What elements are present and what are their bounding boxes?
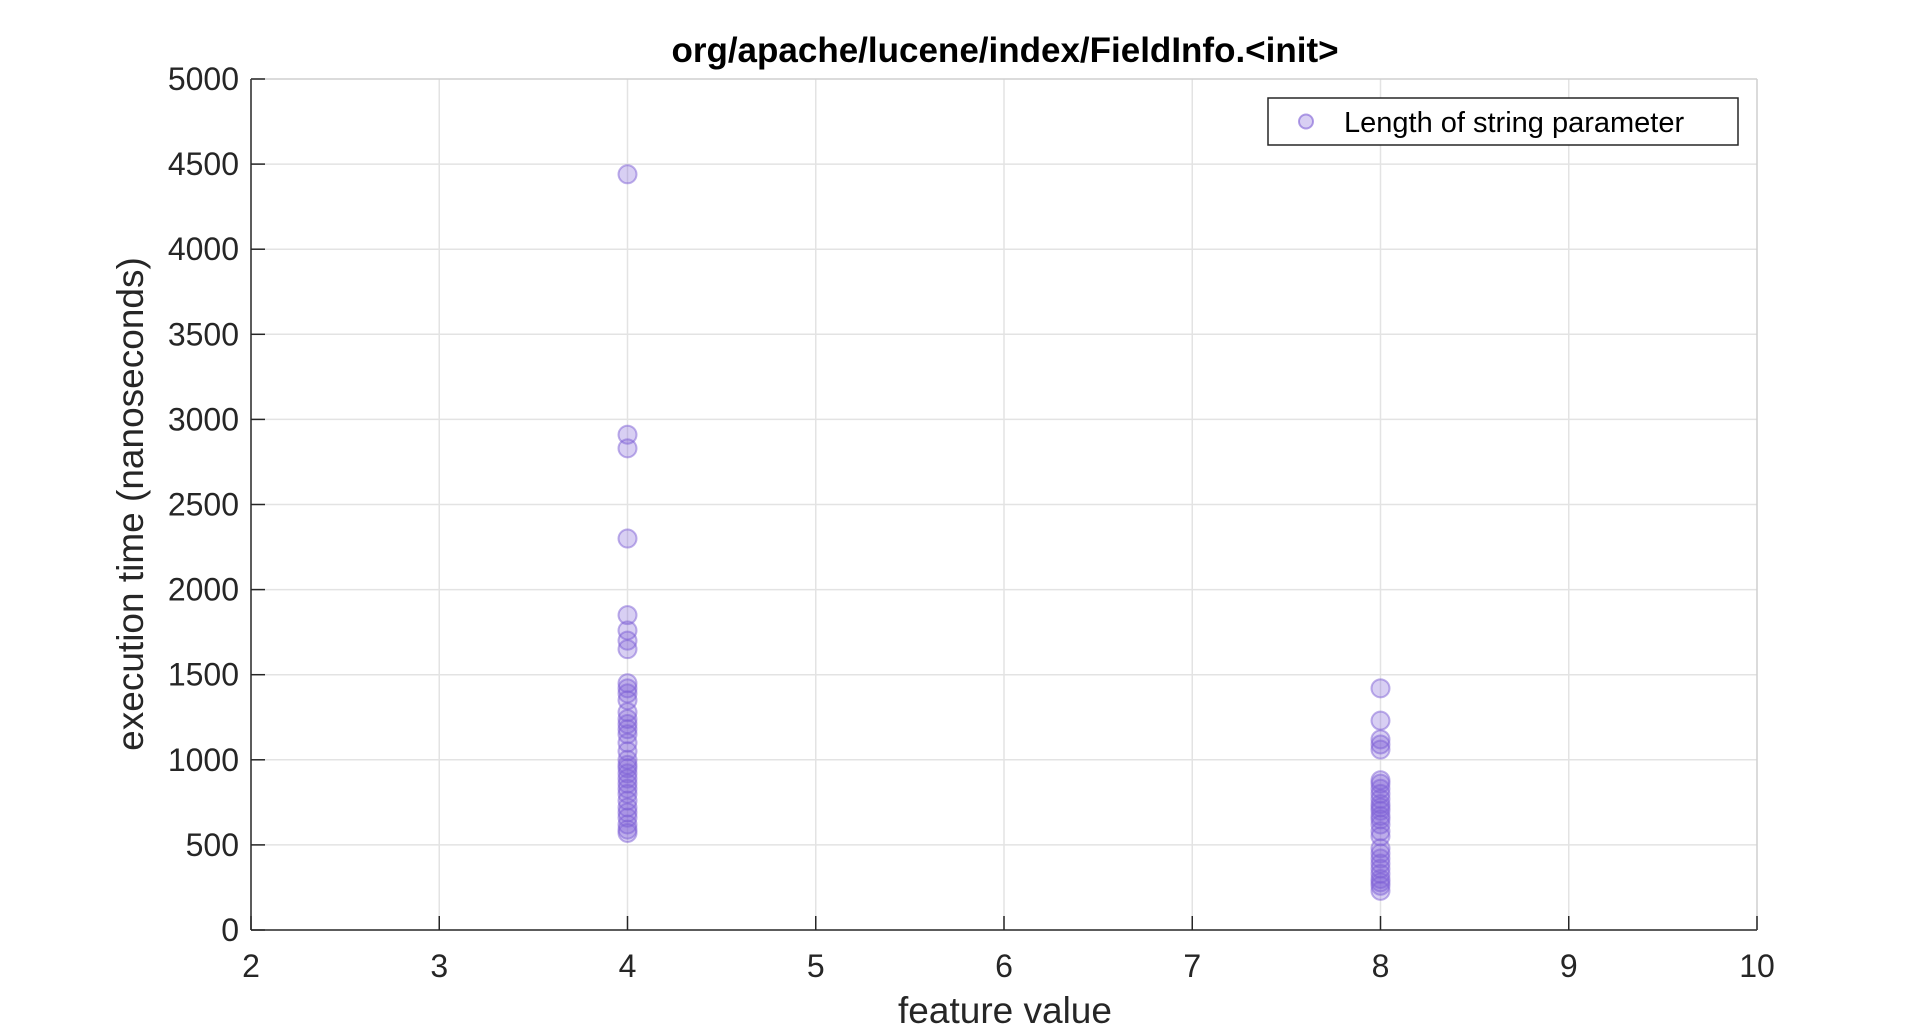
data-point [617,605,638,626]
data-point [1370,838,1391,859]
x-tick-label: 4 [619,948,637,984]
data-point [1370,739,1391,760]
x-tick-label: 9 [1560,948,1578,984]
data-point [617,822,638,843]
legend: Length of string parameter [1267,97,1739,146]
data-point [1370,773,1391,794]
data-point [617,719,638,740]
data-point [1370,729,1391,750]
data-point [617,758,638,779]
data-point [617,438,638,459]
data-point [1370,678,1391,699]
data-point [617,164,638,185]
data-point [617,708,638,729]
data-point [1370,848,1391,869]
data-point [617,639,638,660]
y-tick-label: 3500 [168,316,239,352]
x-tick-label: 2 [242,948,260,984]
legend-box [1267,97,1739,146]
x-tick-label: 3 [430,948,448,984]
y-tick-label: 0 [221,912,239,948]
data-points [617,164,1391,901]
data-point [617,424,638,445]
data-point [1370,710,1391,731]
y-axis-label: execution time (nanoseconds) [110,257,151,751]
y-tick-label: 1000 [168,742,239,778]
x-tick-label: 5 [807,948,825,984]
x-tick-label: 10 [1739,948,1775,984]
y-tick-label: 5000 [168,61,239,97]
x-axis-label: feature value [898,990,1112,1031]
data-point [617,763,638,784]
data-point [1370,880,1391,901]
chart-title: org/apache/lucene/index/FieldInfo.<init> [671,31,1338,70]
x-tick-label: 6 [995,948,1013,984]
y-tick-label: 1500 [168,657,239,693]
data-point [617,768,638,789]
y-tick-label: 4500 [168,146,239,182]
data-point [617,528,638,549]
legend-label: Length of string parameter [1344,107,1684,139]
y-tick-labels: 0 500 1000 1500 2000 2500 3000 3500 4000 4500 5000 [168,61,239,948]
y-tick-label: 2000 [168,572,239,608]
grid-lines [251,79,1757,930]
x-tick-labels: 2 3 4 5 6 7 8 9 10 [242,948,1775,984]
y-tick-label: 500 [186,827,239,863]
data-point [1370,875,1391,896]
x-tick-label: 8 [1372,948,1390,984]
y-tick-label: 2500 [168,487,239,523]
data-point [1370,843,1391,864]
x-tick-label: 7 [1183,948,1201,984]
y-tick-label: 3000 [168,401,239,437]
data-point [1370,734,1391,755]
axes [250,78,1758,931]
y-tick-label: 4000 [168,231,239,267]
legend-marker [1298,113,1314,130]
